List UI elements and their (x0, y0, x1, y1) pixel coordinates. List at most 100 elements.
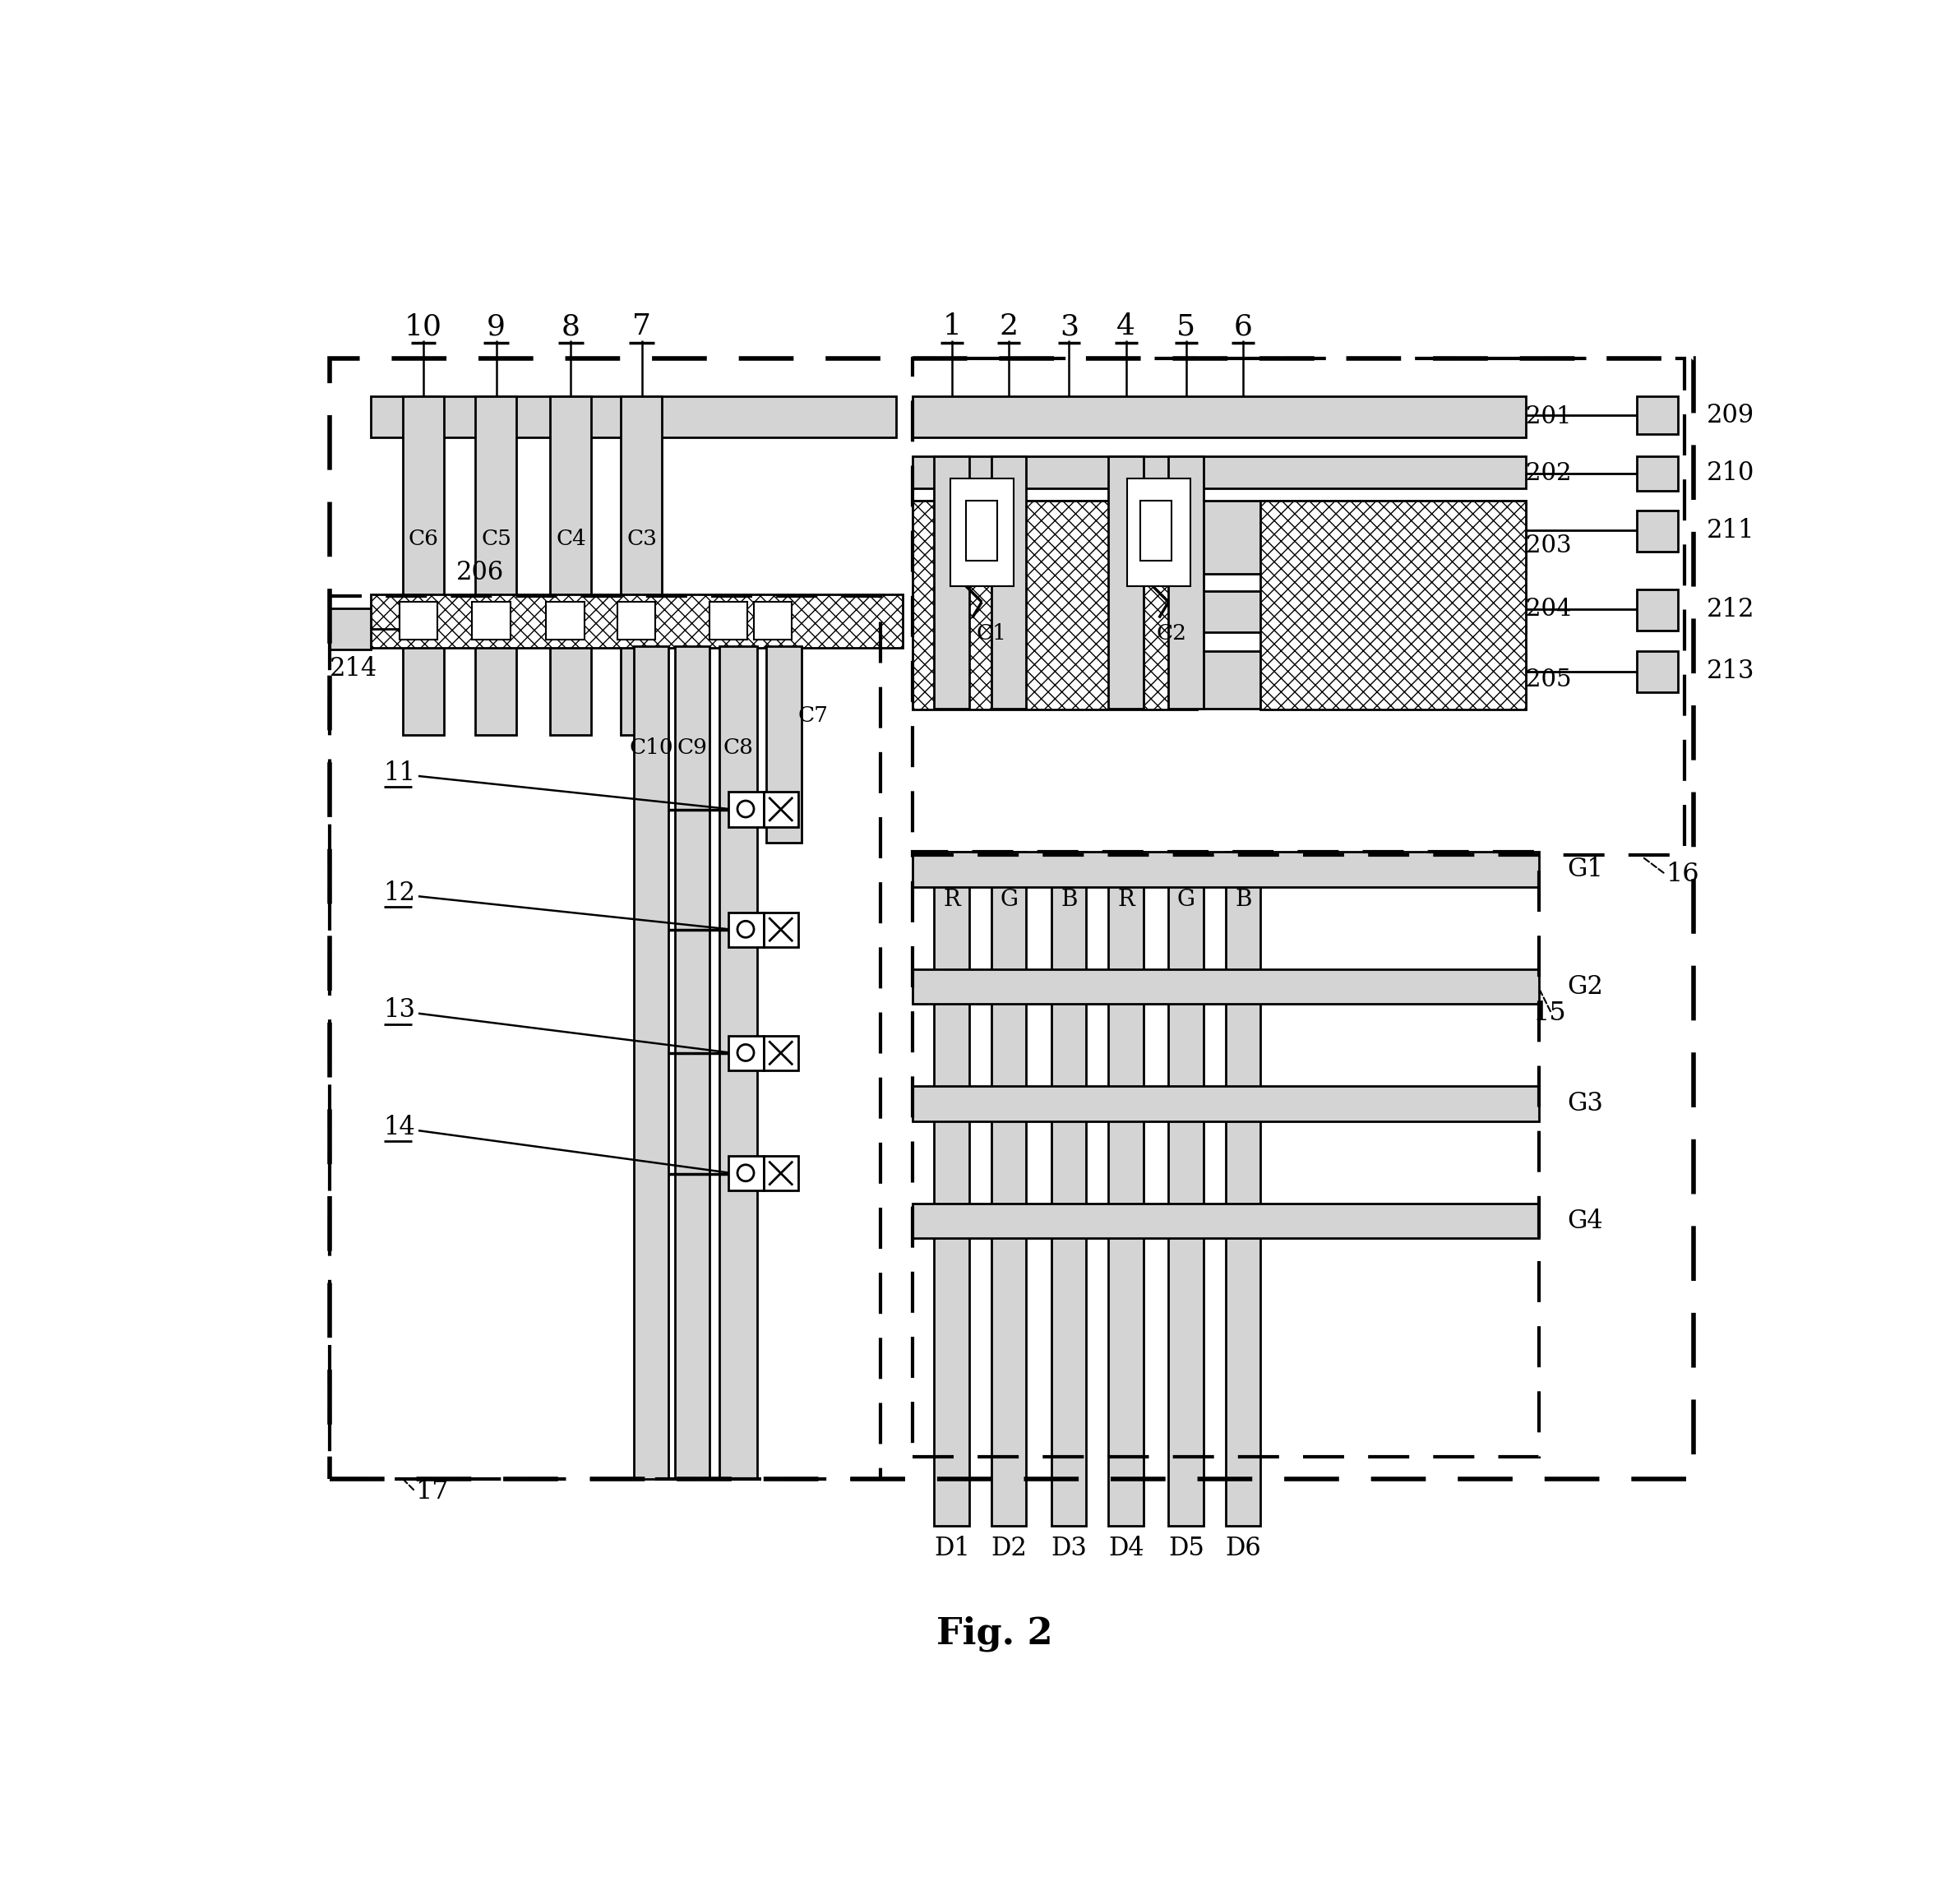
Bar (992, 457, 1027, 708)
Bar (728, 1036, 763, 1070)
Text: D4: D4 (1108, 1537, 1143, 1561)
Bar (934, 457, 969, 708)
Bar (1636, 396, 1679, 434)
Text: 211: 211 (1706, 518, 1755, 543)
Bar (402, 396, 444, 735)
Bar (1108, 851, 1143, 1527)
Text: G4: G4 (1566, 1209, 1603, 1234)
Text: 1: 1 (943, 312, 961, 341)
Text: 206: 206 (456, 560, 505, 585)
Bar (545, 602, 584, 640)
Bar (728, 792, 763, 826)
Text: D2: D2 (992, 1537, 1027, 1561)
Text: C4: C4 (555, 529, 586, 548)
Bar (763, 912, 798, 946)
Text: D5: D5 (1168, 1537, 1203, 1561)
Text: G: G (1000, 889, 1017, 910)
Text: G1: G1 (1566, 857, 1603, 882)
Bar (330, 607, 371, 649)
Text: 10: 10 (404, 312, 443, 341)
Text: 11: 11 (384, 760, 415, 786)
Bar (633, 645, 668, 1479)
Bar (912, 851, 1539, 887)
Text: 2: 2 (1000, 312, 1019, 341)
Bar (951, 478, 1013, 586)
Bar (330, 596, 881, 1479)
Text: 9: 9 (487, 312, 507, 341)
Text: 214: 214 (330, 655, 378, 682)
Bar (763, 1036, 798, 1070)
Text: 5: 5 (1176, 312, 1196, 341)
Bar (1108, 457, 1143, 708)
Bar (912, 1085, 1539, 1121)
Text: R: R (1118, 889, 1135, 910)
Bar (718, 645, 757, 1479)
Text: 202: 202 (1526, 463, 1572, 486)
Text: C1: C1 (976, 623, 1007, 644)
Text: 3: 3 (1060, 312, 1079, 341)
Bar (1225, 851, 1260, 1527)
Bar (1052, 851, 1087, 1527)
Text: C3: C3 (627, 529, 658, 548)
Text: 210: 210 (1706, 461, 1755, 486)
Bar (400, 602, 437, 640)
Text: 4: 4 (1116, 312, 1135, 341)
Text: 212: 212 (1706, 596, 1755, 623)
Bar (371, 594, 903, 647)
Text: G2: G2 (1566, 975, 1603, 1000)
Bar (1260, 501, 1526, 710)
Text: B: B (1060, 889, 1077, 910)
Text: C5: C5 (481, 529, 510, 548)
Text: G: G (1176, 889, 1196, 910)
Bar (912, 358, 1685, 855)
Text: Fig. 2: Fig. 2 (936, 1616, 1052, 1651)
Bar (753, 602, 792, 640)
Text: 201: 201 (1526, 406, 1572, 428)
Text: D1: D1 (934, 1537, 970, 1561)
Bar (476, 396, 516, 735)
Text: 17: 17 (415, 1479, 448, 1504)
Text: 205: 205 (1526, 668, 1572, 691)
Bar (992, 851, 1027, 1527)
Text: B: B (1234, 889, 1252, 910)
Text: 203: 203 (1526, 535, 1572, 558)
Text: 213: 213 (1706, 659, 1755, 684)
Bar (1139, 501, 1172, 562)
Bar (549, 396, 592, 735)
Text: 6: 6 (1234, 312, 1252, 341)
Bar (763, 1156, 798, 1190)
Text: 12: 12 (384, 880, 415, 906)
Bar (767, 645, 802, 842)
Bar (912, 457, 1526, 487)
Bar (912, 396, 1526, 438)
Text: 7: 7 (633, 312, 652, 341)
Bar (1636, 510, 1679, 552)
Bar (1168, 851, 1203, 1527)
Bar (617, 602, 656, 640)
Bar (763, 792, 798, 826)
Text: C9: C9 (677, 737, 708, 758)
Text: 204: 204 (1526, 598, 1572, 621)
Text: D3: D3 (1052, 1537, 1087, 1561)
Text: C10: C10 (629, 737, 674, 758)
Bar (912, 592, 1526, 632)
Text: 209: 209 (1706, 402, 1755, 428)
Bar (728, 1156, 763, 1190)
Bar (1636, 457, 1679, 491)
Text: C2: C2 (1157, 623, 1186, 644)
Bar (912, 501, 1198, 710)
Bar (912, 501, 1526, 573)
Bar (710, 602, 747, 640)
Bar (912, 851, 1539, 1457)
Bar (728, 912, 763, 946)
Text: D6: D6 (1225, 1537, 1262, 1561)
Bar (472, 602, 510, 640)
Text: 8: 8 (561, 312, 580, 341)
Bar (912, 1203, 1539, 1238)
Bar (967, 501, 998, 562)
Text: 16: 16 (1665, 861, 1698, 887)
Text: C6: C6 (408, 529, 439, 548)
Text: C8: C8 (722, 737, 753, 758)
Text: G3: G3 (1566, 1091, 1603, 1116)
Bar (1128, 478, 1190, 586)
